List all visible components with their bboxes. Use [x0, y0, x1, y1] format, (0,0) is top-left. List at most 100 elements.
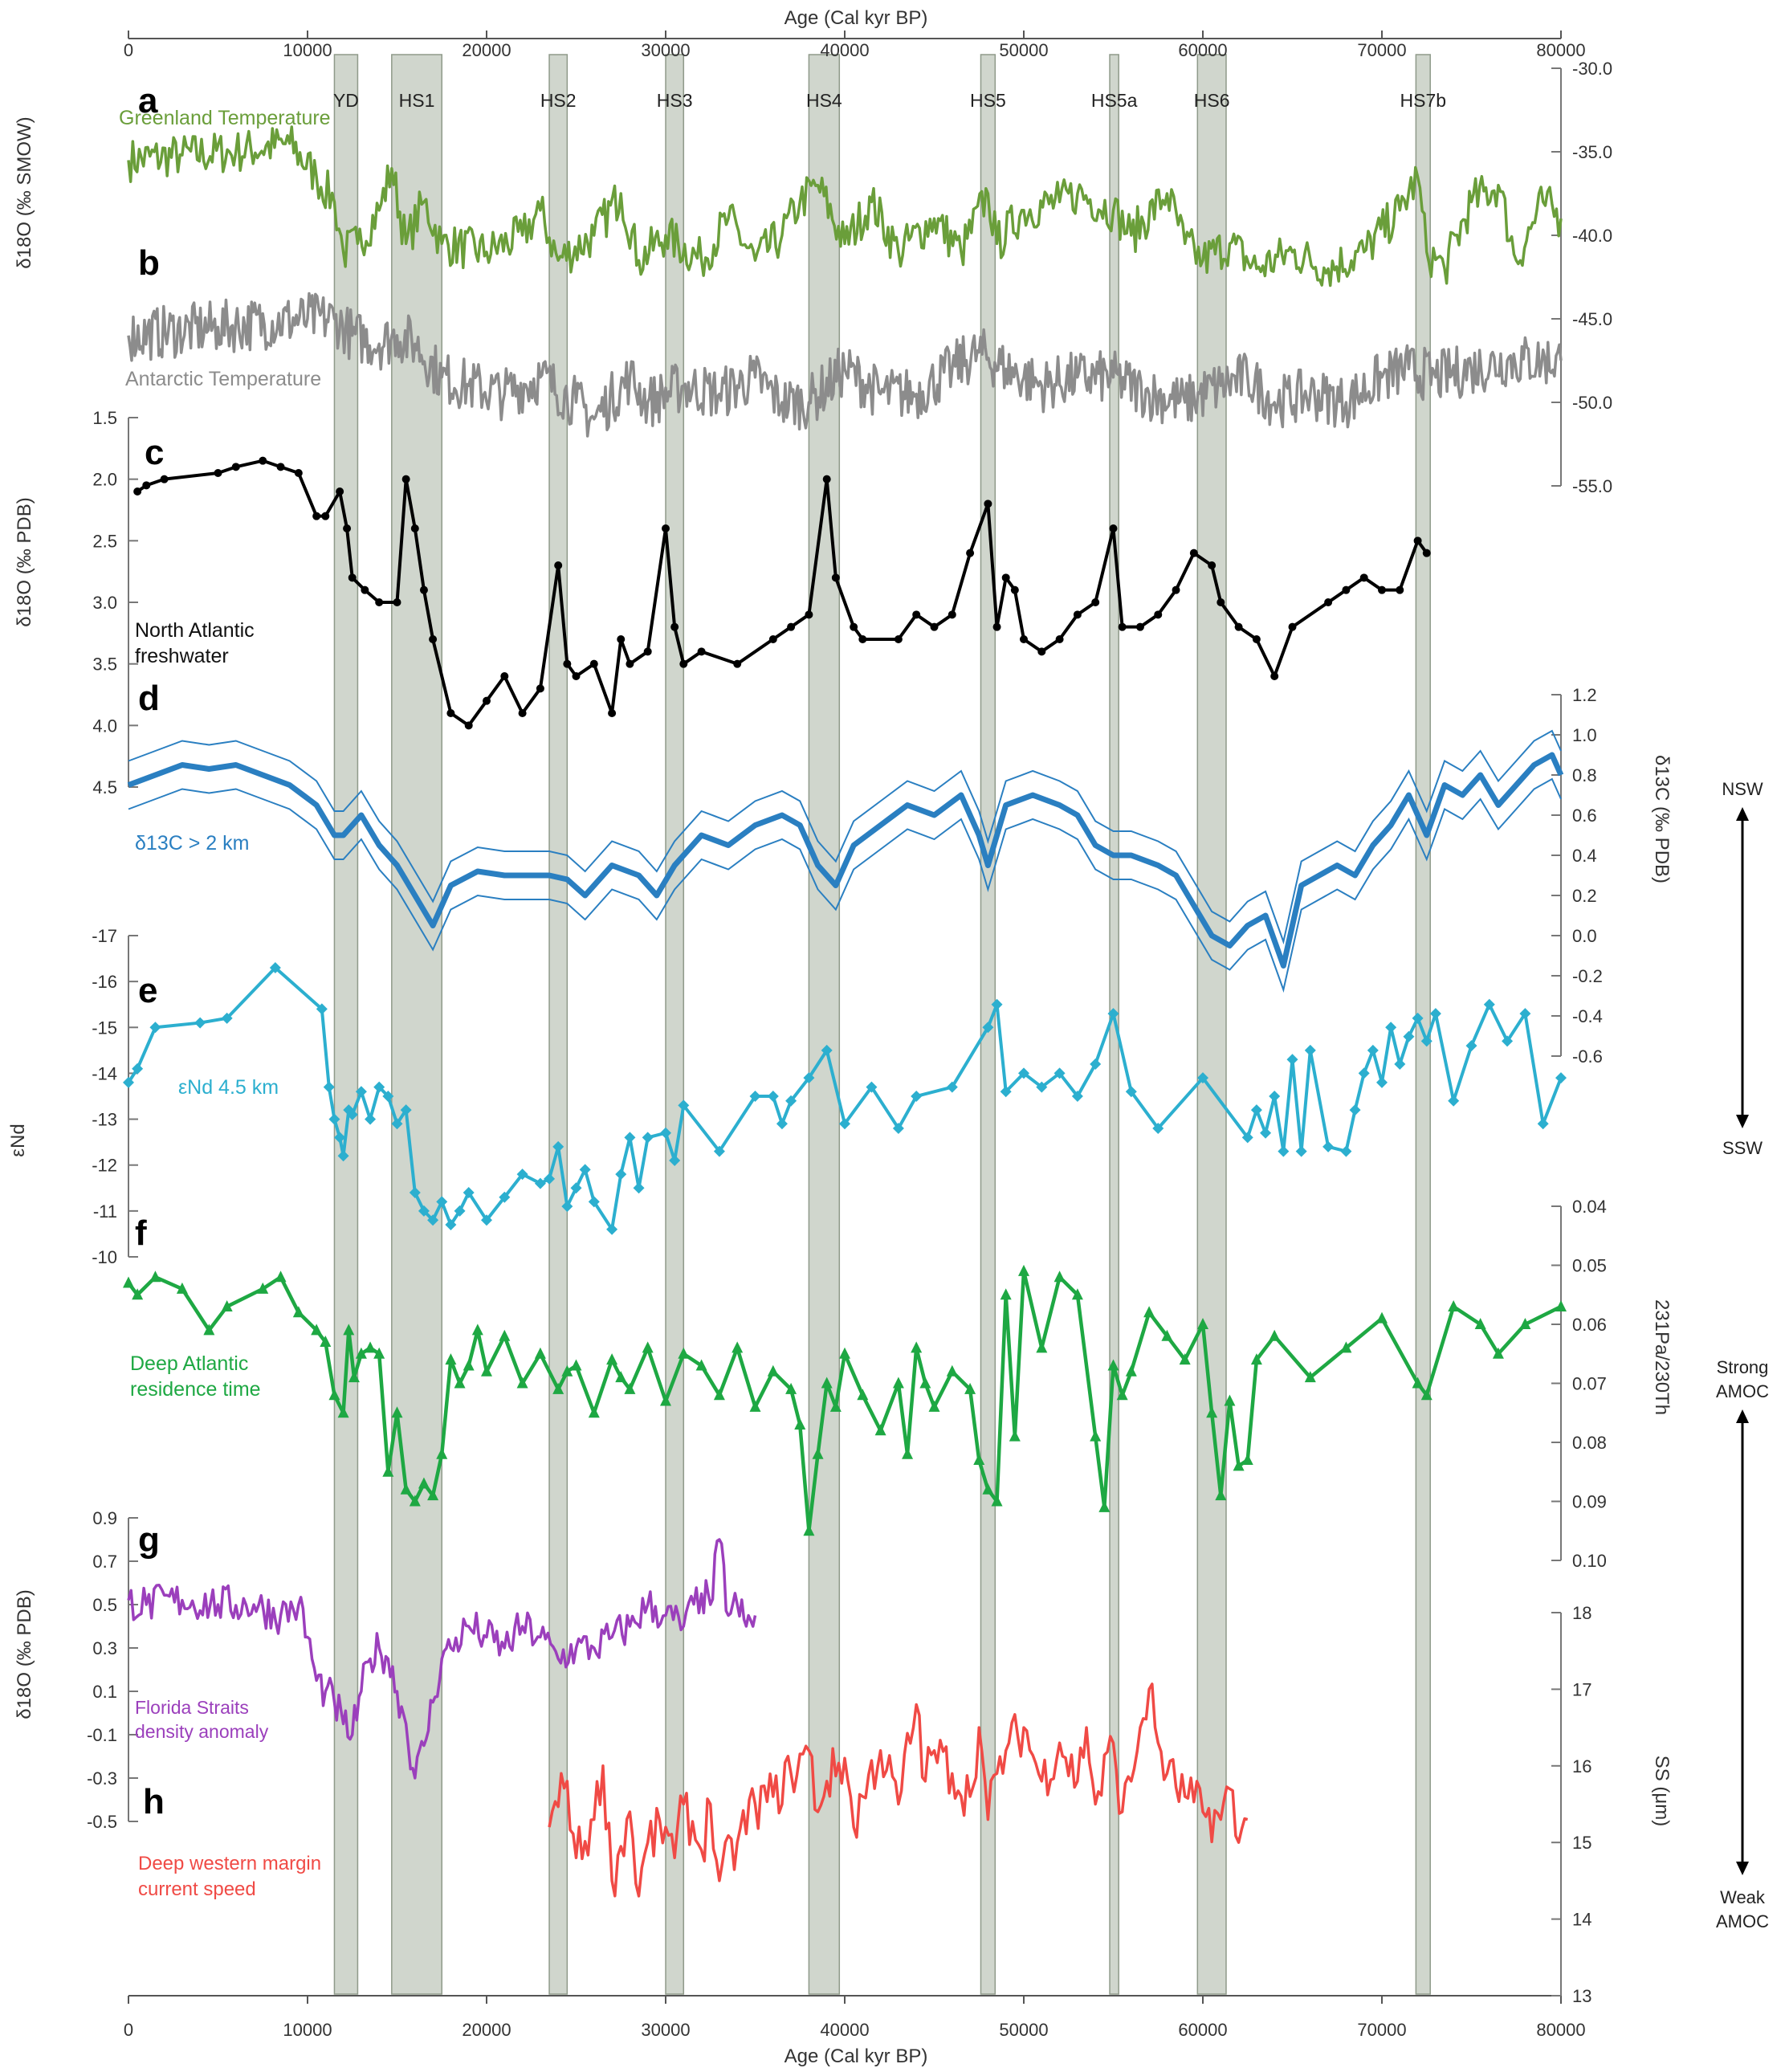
series-e-point [660, 1127, 671, 1139]
event-label-HS5: HS5 [970, 90, 1006, 111]
data-series-layer [123, 125, 1567, 1898]
series-f-point [1420, 1389, 1432, 1401]
end-label: εNd 4.5 km [178, 1076, 279, 1099]
series-c-point [1342, 585, 1351, 594]
event-band-HS7b [1415, 54, 1431, 1995]
series-d-upper-bound [128, 729, 1562, 945]
series-c-point [831, 573, 840, 582]
series-c-point [518, 709, 527, 717]
series-c-point [1216, 598, 1225, 606]
series-f-point [481, 1364, 492, 1377]
series-c-point [276, 463, 285, 471]
series-a-group [127, 125, 1563, 288]
series-f-point [1036, 1341, 1048, 1353]
series-f-point [1340, 1341, 1352, 1353]
series-f-group [123, 1264, 1567, 1536]
series-f-point [1555, 1299, 1567, 1311]
series-e-group [123, 962, 1567, 1235]
top-x-tick-label: 80000 [1536, 40, 1585, 60]
series-e-point [1349, 1104, 1361, 1116]
series-e-point [221, 1012, 233, 1024]
series-e-point [749, 1091, 761, 1102]
series-c-point [554, 561, 563, 569]
series-f-point [928, 1400, 940, 1412]
series-f-point [1090, 1430, 1102, 1442]
series-e-point [1269, 1091, 1281, 1102]
series-e-point [1000, 1086, 1012, 1098]
na-y-tick-label: 2.5 [92, 531, 117, 551]
series-e-point [1403, 1030, 1415, 1042]
series-e-point [678, 1099, 690, 1111]
series-f-point [534, 1347, 546, 1359]
series-f-point [427, 1489, 439, 1501]
end-y-tick-label: -16 [92, 972, 117, 992]
d13c-y-tick-label: 0.6 [1572, 806, 1597, 826]
na-y-tick-label: 2.0 [92, 470, 117, 490]
series-h-line [548, 1682, 1249, 1898]
series-f-point [552, 1382, 564, 1394]
greenland-label: Greenland Temperature [119, 107, 331, 129]
top-x-tick-label: 30000 [641, 40, 690, 60]
series-c-point [643, 647, 652, 656]
series-e-point [346, 1108, 358, 1120]
series-f-point [1492, 1347, 1504, 1359]
series-c-point [822, 475, 831, 483]
series-g-group [127, 1538, 757, 1780]
fl-axis-title: δ18O (‰ PDB) [14, 1589, 35, 1719]
series-c-point [589, 659, 598, 668]
pa-y-tick-label: 0.09 [1572, 1492, 1607, 1512]
series-e-point [269, 962, 281, 973]
series-f-point [328, 1389, 340, 1401]
series-e-point [767, 1091, 779, 1102]
series-f-point [418, 1477, 430, 1489]
series-e-point [803, 1072, 815, 1084]
panel-letter-f: f [135, 1213, 147, 1253]
series-e-point [1090, 1058, 1102, 1070]
series-b-line [127, 292, 1563, 438]
series-e-point [1295, 1145, 1307, 1157]
series-e-point [355, 1086, 367, 1098]
fl-y-tick-label: 0.7 [92, 1552, 117, 1572]
d13c-y-tick-label: 1.2 [1572, 685, 1597, 705]
series-c-point [1037, 647, 1046, 656]
series-f-point [516, 1377, 528, 1389]
end-y-tick-label: -10 [92, 1247, 117, 1267]
panel-letter-c: c [145, 433, 164, 472]
series-c-point [294, 469, 303, 477]
series-e-point [633, 1182, 645, 1194]
series-f-point [343, 1324, 355, 1336]
panel-letter-d: d [138, 679, 160, 718]
series-e-point [1260, 1127, 1272, 1139]
series-c-point [1172, 585, 1180, 594]
series-f-point [785, 1382, 797, 1394]
ss-label-line1: Deep western margin [138, 1853, 321, 1874]
panel-letter-g: g [138, 1520, 160, 1560]
series-e-point [866, 1081, 878, 1093]
end-axis-title: εNd [7, 1124, 29, 1156]
event-label-HS5a: HS5a [1091, 90, 1138, 111]
series-e-point [1250, 1104, 1262, 1116]
heinrich-stadial-bands: YD HS1 HS2 HS3 HS4 HS5 HS5a HS6 HS7b [333, 54, 1446, 1995]
series-f-point [767, 1364, 779, 1377]
series-e-point [991, 998, 1003, 1010]
series-f-point [123, 1276, 134, 1288]
event-label-HS1: HS1 [399, 90, 435, 111]
series-e-point [606, 1223, 618, 1235]
bottom-x-tick-label: 10000 [283, 2020, 332, 2040]
series-f-point [320, 1336, 332, 1348]
series-f-point [803, 1524, 815, 1536]
series-e-point [334, 1132, 346, 1144]
series-c-point [1109, 524, 1118, 532]
top-x-tick-label: 40000 [820, 40, 869, 60]
series-c-point [930, 622, 939, 631]
series-c-point [259, 456, 267, 465]
fl-y-tick-label: -0.5 [87, 1812, 117, 1832]
na-y-tick-label: 4.5 [92, 777, 117, 797]
series-c-point [617, 635, 626, 643]
series-c-point [1154, 610, 1163, 619]
series-e-point [194, 1017, 206, 1029]
series-c-point [992, 622, 1001, 631]
panel-letter-a: a [138, 81, 158, 120]
series-f-point [902, 1447, 914, 1459]
series-e-point [785, 1095, 797, 1107]
